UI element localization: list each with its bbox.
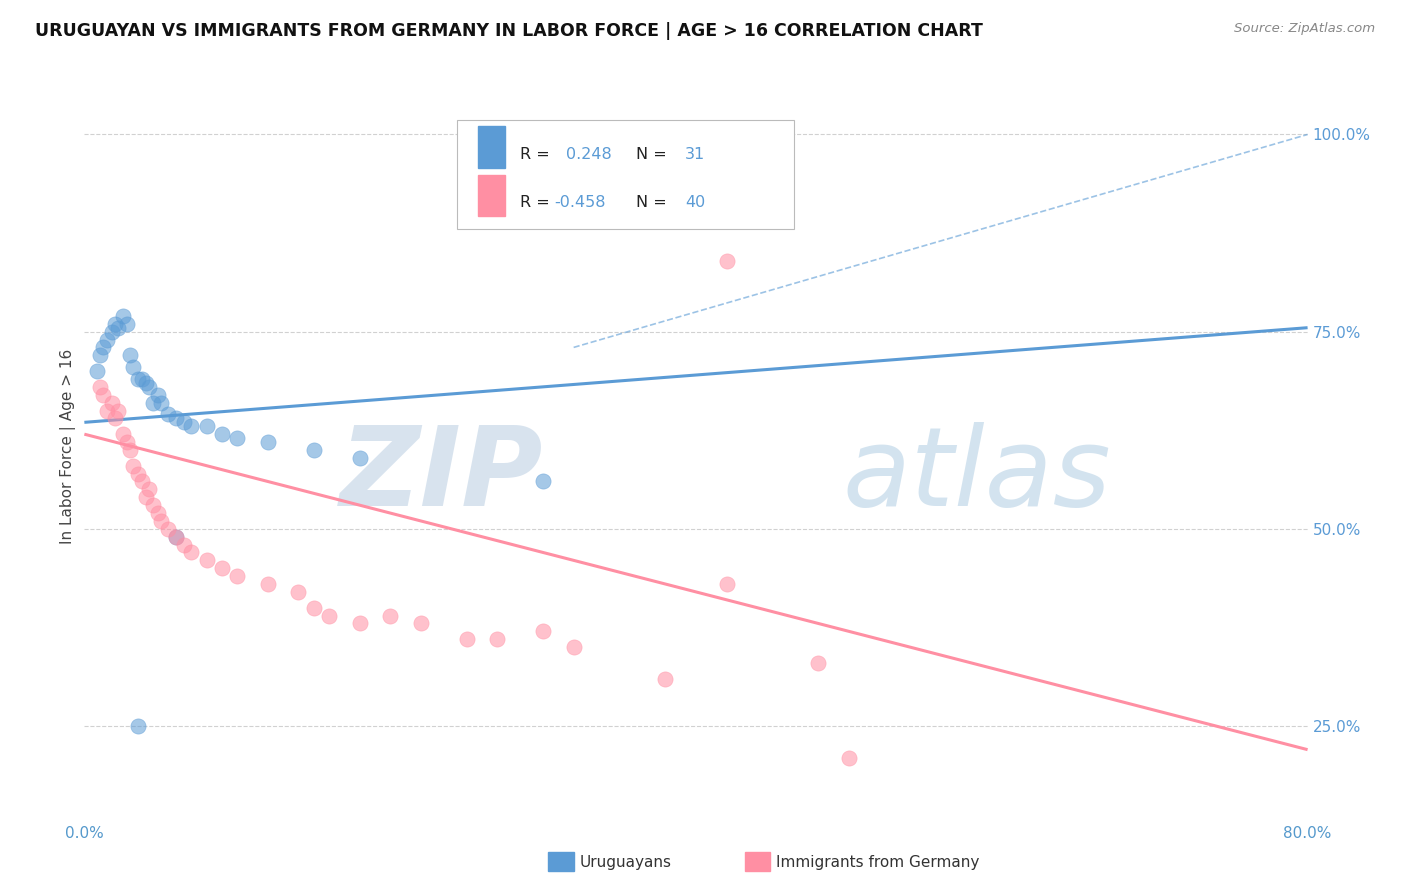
Point [142,395,165,409]
Text: R =: R = [520,146,555,161]
Point [180,545,202,559]
Point [165,411,187,425]
Point [142,498,165,512]
Point [111,309,134,323]
Text: N =: N = [636,195,672,211]
Point [456,632,478,647]
Text: 40: 40 [685,195,706,211]
Point [131,475,153,489]
Point [349,616,371,631]
Point [149,514,172,528]
Point [380,608,402,623]
Point [318,608,340,623]
Text: Source: ZipAtlas.com: Source: ZipAtlas.com [1234,22,1375,36]
Point [107,320,129,334]
Point [531,624,554,639]
Point [195,419,218,434]
Point [89,348,111,362]
Point [101,395,124,409]
Point [107,403,129,417]
Point [101,325,124,339]
Point [716,577,738,591]
Point [157,408,180,422]
Point [287,585,309,599]
Text: URUGUAYAN VS IMMIGRANTS FROM GERMANY IN LABOR FORCE | AGE > 16 CORRELATION CHART: URUGUAYAN VS IMMIGRANTS FROM GERMANY IN … [35,22,983,40]
Point [195,553,218,567]
Text: ZIP: ZIP [340,423,543,530]
Point [807,656,830,670]
Point [173,415,195,429]
Point [562,640,585,654]
Point [165,530,187,544]
Point [409,616,432,631]
Point [211,427,233,442]
Point [115,435,138,450]
Text: -0.458: -0.458 [554,195,606,211]
Text: atlas: atlas [842,423,1111,530]
Y-axis label: In Labor Force | Age > 16: In Labor Force | Age > 16 [60,349,76,543]
Point [86,364,108,378]
FancyBboxPatch shape [478,175,505,216]
Text: 31: 31 [685,146,706,161]
Point [104,317,127,331]
FancyBboxPatch shape [478,127,505,168]
Point [302,600,325,615]
Point [146,388,169,402]
Point [146,506,169,520]
Point [257,577,280,591]
Point [96,333,118,347]
Point [115,317,138,331]
Point [138,483,160,497]
Point [135,490,157,504]
Point [120,348,142,362]
Point [111,427,134,442]
Text: Uruguayans: Uruguayans [579,855,671,870]
Text: Immigrants from Germany: Immigrants from Germany [776,855,980,870]
Point [173,538,195,552]
Point [135,376,157,390]
Point [180,419,202,434]
Text: R =: R = [520,195,555,211]
Point [104,411,127,425]
Point [96,403,118,417]
Text: 0.248: 0.248 [567,146,612,161]
Point [226,569,249,583]
Point [120,442,142,457]
Point [486,632,509,647]
Point [349,450,371,465]
Point [127,467,149,481]
Point [89,380,111,394]
Point [211,561,233,575]
Point [302,442,325,457]
FancyBboxPatch shape [457,120,794,228]
Point [131,372,153,386]
Point [91,388,114,402]
Point [165,530,187,544]
Point [654,672,676,686]
Point [127,372,149,386]
Point [531,475,554,489]
Point [127,719,149,733]
Point [138,380,160,394]
Point [716,253,738,268]
Point [838,750,860,764]
Point [122,360,145,375]
Point [257,435,280,450]
Point [91,340,114,354]
Point [157,522,180,536]
Point [226,431,249,445]
Point [122,458,145,473]
Text: N =: N = [636,146,672,161]
Point [149,395,172,409]
